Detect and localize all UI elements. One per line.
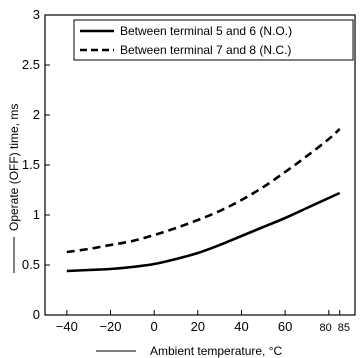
y-tick-label: 1 [33,207,40,222]
y-tick-label: 3 [33,7,40,22]
legend-box [73,19,354,61]
series-line-no [66,191,341,273]
x-axis-label-group: Ambient temperature, °C [96,344,283,358]
y-tick-label: 0 [33,307,40,322]
x-tick-label: 0 [151,319,158,334]
y-axis-label-group: Operate (OFF) time, ms [7,104,21,273]
series-line-nc [66,128,341,254]
y-tick-label: 0.5 [22,257,40,272]
series-layer [66,128,341,273]
x-tick-label: 80 [320,322,332,334]
legend-label-no: Between terminal 5 and 6 (N.O.) [120,24,292,38]
x-tick-label: 20 [191,319,205,334]
x-axis-ticks: −40 −20 0 20 40 60 80 85 [56,310,350,334]
legend-label-nc: Between terminal 7 and 8 (N.C.) [120,43,291,57]
y-tick-label: 2.5 [22,57,40,72]
legend: Between terminal 5 and 6 (N.O.) Between … [73,19,354,61]
y-axis-ticks: 0 0.5 1 1.5 2 2.5 3 [22,7,50,322]
x-axis-label: Ambient temperature, °C [150,344,283,358]
x-tick-label: −20 [99,319,121,334]
y-tick-label: 2 [33,107,40,122]
x-tick-label: −40 [56,319,78,334]
y-tick-label: 1.5 [22,157,40,172]
x-tick-label: 85 [338,322,350,334]
x-tick-label: 40 [234,319,248,334]
y-axis-label: Operate (OFF) time, ms [7,104,21,231]
x-tick-label: 60 [278,319,292,334]
